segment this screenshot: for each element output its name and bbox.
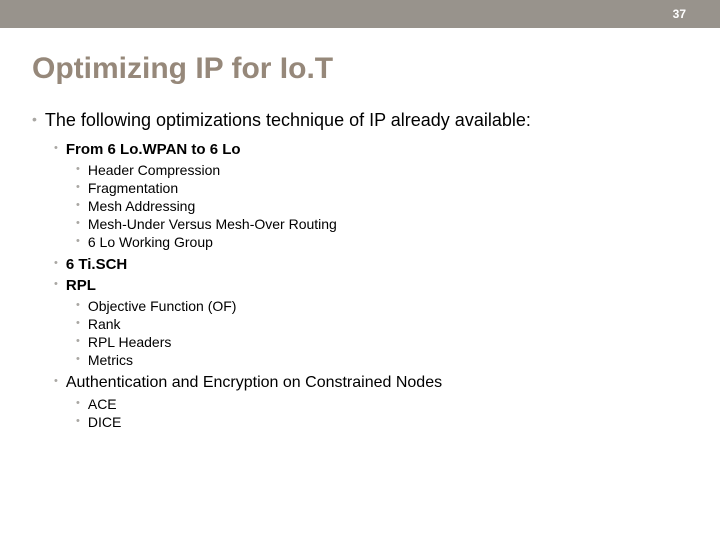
bullet-text: RPL Headers bbox=[88, 334, 172, 350]
list-item: • Mesh Addressing bbox=[76, 198, 688, 214]
bullet-text: RPL bbox=[66, 277, 96, 294]
list-item: • 6 Lo Working Group bbox=[76, 234, 688, 250]
list-item: • From 6 Lo.WPAN to 6 Lo bbox=[54, 141, 688, 158]
list-item: • Authentication and Encryption on Const… bbox=[54, 374, 688, 392]
bullet-text: Mesh Addressing bbox=[88, 198, 195, 214]
list-item: • The following optimizations technique … bbox=[32, 110, 688, 131]
list-item: • Metrics bbox=[76, 352, 688, 368]
bullet-icon: • bbox=[54, 277, 58, 291]
bullet-icon: • bbox=[76, 298, 80, 312]
slide-number: 37 bbox=[673, 7, 686, 21]
bullet-text: Authentication and Encryption on Constra… bbox=[66, 374, 442, 392]
bullet-list: • The following optimizations technique … bbox=[32, 110, 688, 430]
list-item: • Fragmentation bbox=[76, 180, 688, 196]
bullet-text: Header Compression bbox=[88, 162, 220, 178]
bullet-icon: • bbox=[54, 141, 58, 155]
list-item: • ACE bbox=[76, 396, 688, 412]
bullet-icon: • bbox=[76, 396, 80, 410]
bullet-text: Fragmentation bbox=[88, 180, 178, 196]
list-item: • DICE bbox=[76, 414, 688, 430]
bullet-icon: • bbox=[76, 180, 80, 194]
header-bar: 37 bbox=[0, 0, 720, 28]
bullet-icon: • bbox=[54, 374, 58, 388]
bullet-icon: • bbox=[76, 414, 80, 428]
slide-content: Optimizing IP for Io.T • The following o… bbox=[0, 28, 720, 430]
bullet-text: 6 Lo Working Group bbox=[88, 234, 213, 250]
bullet-text: From 6 Lo.WPAN to 6 Lo bbox=[66, 141, 241, 158]
bullet-icon: • bbox=[76, 216, 80, 230]
bullet-icon: • bbox=[76, 162, 80, 176]
bullet-text: Mesh-Under Versus Mesh-Over Routing bbox=[88, 216, 337, 232]
bullet-text: Objective Function (OF) bbox=[88, 298, 237, 314]
bullet-icon: • bbox=[76, 316, 80, 330]
list-item: • Objective Function (OF) bbox=[76, 298, 688, 314]
bullet-text: Metrics bbox=[88, 352, 133, 368]
list-item: • Rank bbox=[76, 316, 688, 332]
bullet-icon: • bbox=[76, 352, 80, 366]
list-item: • Mesh-Under Versus Mesh-Over Routing bbox=[76, 216, 688, 232]
bullet-text: Rank bbox=[88, 316, 121, 332]
bullet-icon: • bbox=[54, 256, 58, 270]
bullet-text: The following optimizations technique of… bbox=[45, 110, 531, 131]
bullet-icon: • bbox=[32, 110, 37, 128]
slide-title: Optimizing IP for Io.T bbox=[32, 52, 688, 86]
bullet-icon: • bbox=[76, 334, 80, 348]
list-item: • RPL bbox=[54, 277, 688, 294]
bullet-text: ACE bbox=[88, 396, 117, 412]
bullet-text: DICE bbox=[88, 414, 121, 430]
list-item: • 6 Ti.SCH bbox=[54, 256, 688, 273]
list-item: • RPL Headers bbox=[76, 334, 688, 350]
bullet-icon: • bbox=[76, 198, 80, 212]
list-item: • Header Compression bbox=[76, 162, 688, 178]
bullet-text: 6 Ti.SCH bbox=[66, 256, 127, 273]
bullet-icon: • bbox=[76, 234, 80, 248]
